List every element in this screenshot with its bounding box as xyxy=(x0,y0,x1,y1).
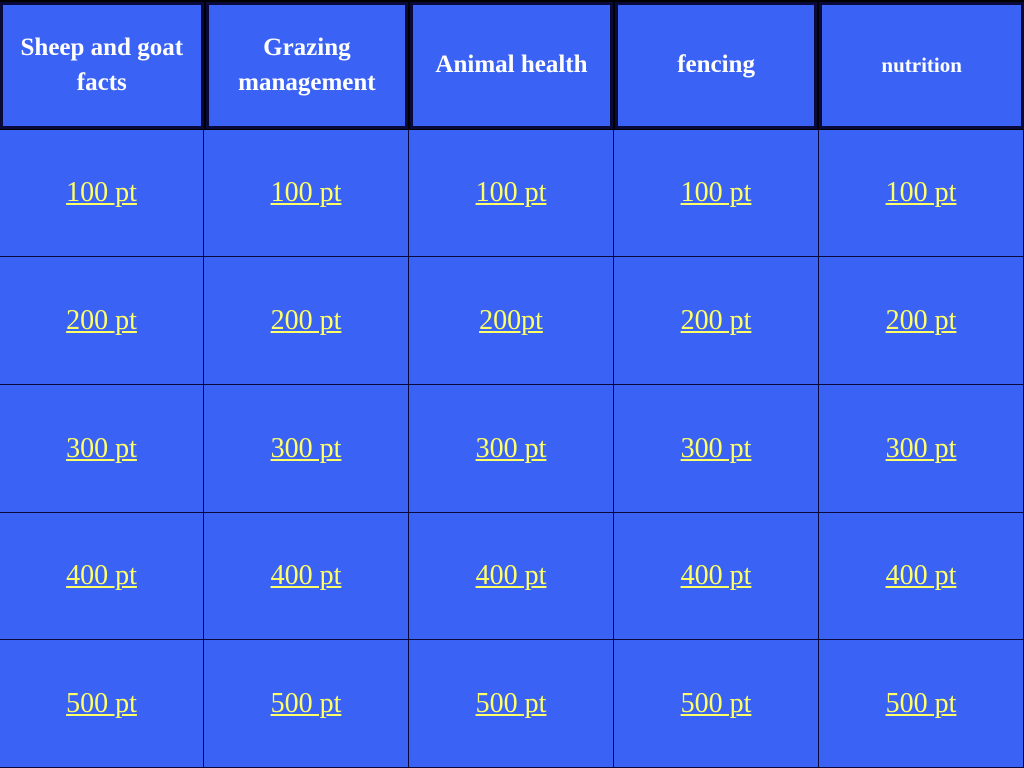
board-cell[interactable]: 300 pt xyxy=(204,385,409,513)
point-value-link[interactable]: 200 pt xyxy=(885,304,957,336)
board-cell[interactable]: 100 pt xyxy=(0,130,204,257)
point-value-link[interactable]: 400 pt xyxy=(66,560,137,591)
board-cell[interactable]: 300 pt xyxy=(0,385,204,513)
category-header-sheep-and-goat-facts: Sheep and goat facts xyxy=(0,2,204,129)
category-label: Grazing management xyxy=(238,34,376,96)
point-value-link[interactable]: 100 pt xyxy=(680,177,752,208)
category-label: nutrition xyxy=(881,53,962,78)
board-cell[interactable]: 400 pt xyxy=(819,513,1024,640)
board-cell[interactable]: 100 pt xyxy=(614,130,819,257)
board-cell[interactable]: 200pt xyxy=(409,257,614,385)
board-cell[interactable]: 200 pt xyxy=(819,257,1024,385)
board-cell[interactable]: 300 pt xyxy=(409,385,614,513)
point-value-link[interactable]: 400 pt xyxy=(885,560,957,591)
category-header-fencing: fencing xyxy=(614,2,818,129)
board-cell[interactable]: 200 pt xyxy=(204,257,409,385)
category-label: fencing xyxy=(677,51,755,79)
board-cell[interactable]: 500 pt xyxy=(0,640,204,768)
point-value-link[interactable]: 400 pt xyxy=(475,560,547,591)
board-cell[interactable]: 400 pt xyxy=(0,513,204,640)
board-cell[interactable]: 400 pt xyxy=(614,513,819,640)
point-value-grid: 100 pt 100 pt 100 pt 100 pt 100 pt 200 p… xyxy=(0,130,1024,768)
board-cell[interactable]: 500 pt xyxy=(204,640,409,768)
point-value-link[interactable]: 100 pt xyxy=(66,177,137,208)
point-value-link[interactable]: 200 pt xyxy=(66,304,137,336)
point-value-link[interactable]: 500 pt xyxy=(885,687,957,719)
point-value-link[interactable]: 300 pt xyxy=(680,432,752,464)
category-header-nutrition: nutrition xyxy=(819,2,1024,129)
point-value-link[interactable]: 300 pt xyxy=(270,432,342,464)
board-cell[interactable]: 300 pt xyxy=(614,385,819,513)
category-label: Animal health xyxy=(435,51,588,79)
category-header-grazing-management: Grazing management xyxy=(205,2,409,129)
point-value-link[interactable]: 100 pt xyxy=(475,177,547,208)
board-cell[interactable]: 400 pt xyxy=(409,513,614,640)
board-cell[interactable]: 500 pt xyxy=(819,640,1024,768)
board-cell[interactable]: 200 pt xyxy=(0,257,204,385)
board-cell[interactable]: 500 pt xyxy=(409,640,614,768)
board-cell[interactable]: 500 pt xyxy=(614,640,819,768)
point-value-link[interactable]: 400 pt xyxy=(680,560,752,591)
point-value-link[interactable]: 500 pt xyxy=(270,687,342,719)
board-cell[interactable]: 400 pt xyxy=(204,513,409,640)
point-value-link[interactable]: 500 pt xyxy=(680,687,752,719)
point-value-link[interactable]: 200 pt xyxy=(270,304,342,336)
board-cell[interactable]: 100 pt xyxy=(204,130,409,257)
category-header-row: Sheep and goat facts Grazing management … xyxy=(0,0,1024,130)
point-value-link[interactable]: 100 pt xyxy=(885,177,957,208)
point-value-link[interactable]: 200pt xyxy=(479,304,543,336)
point-value-link[interactable]: 300 pt xyxy=(66,432,137,464)
point-value-link[interactable]: 100 pt xyxy=(270,177,342,208)
category-header-animal-health: Animal health xyxy=(410,2,613,129)
board-cell[interactable]: 100 pt xyxy=(819,130,1024,257)
point-value-link[interactable]: 300 pt xyxy=(885,432,957,464)
point-value-link[interactable]: 500 pt xyxy=(475,687,547,719)
board-cell[interactable]: 100 pt xyxy=(409,130,614,257)
point-value-link[interactable]: 400 pt xyxy=(270,560,342,591)
board-cell[interactable]: 300 pt xyxy=(819,385,1024,513)
point-value-link[interactable]: 500 pt xyxy=(66,687,137,719)
category-label: Sheep and goat facts xyxy=(20,34,184,96)
point-value-link[interactable]: 300 pt xyxy=(475,432,547,464)
board-cell[interactable]: 200 pt xyxy=(614,257,819,385)
point-value-link[interactable]: 200 pt xyxy=(680,304,752,336)
